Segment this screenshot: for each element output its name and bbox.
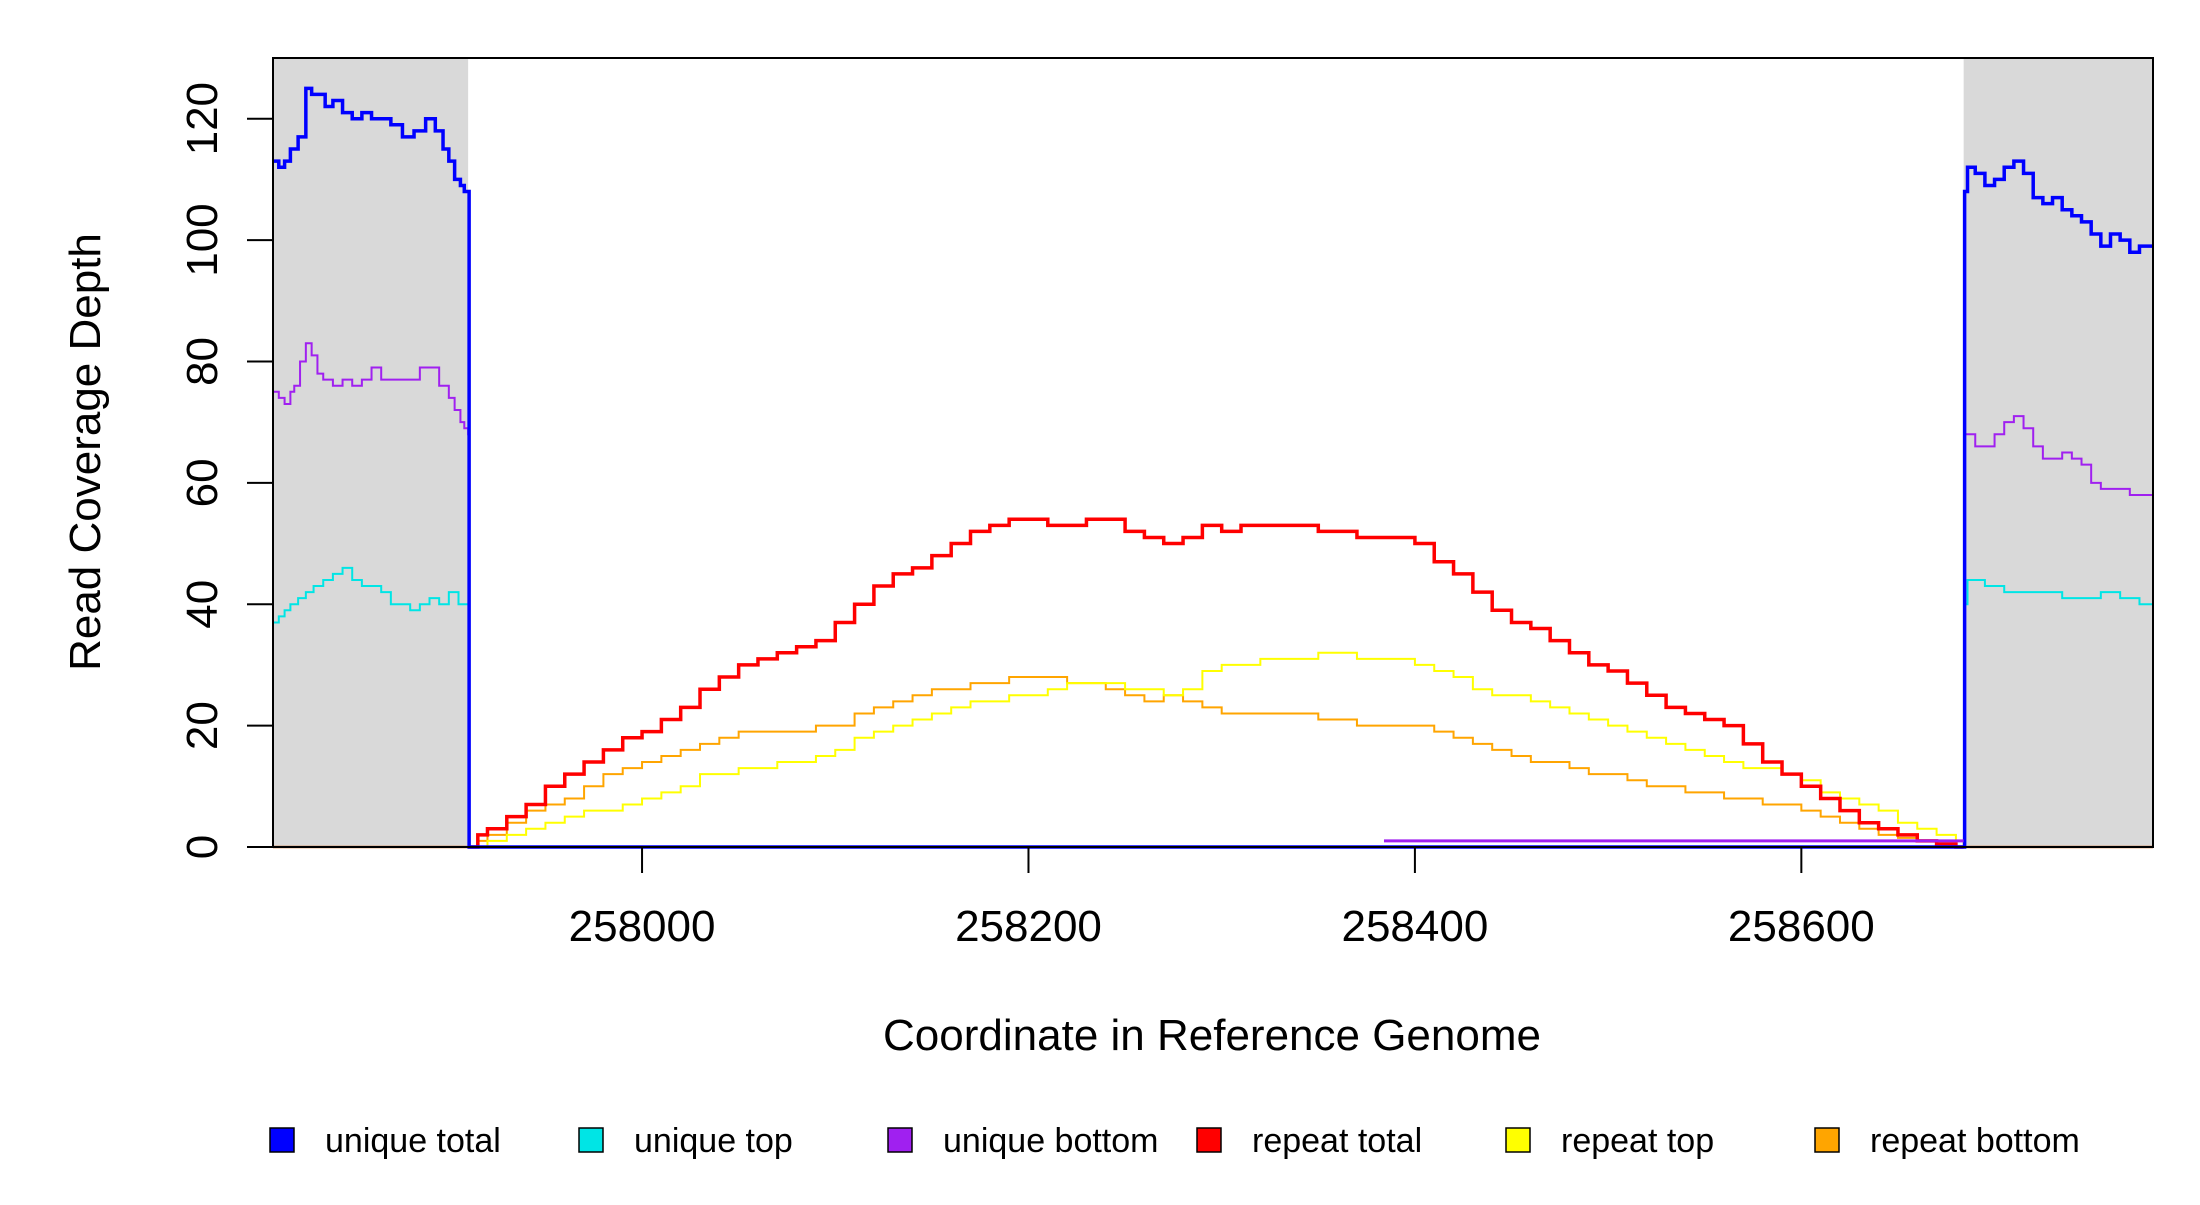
x-tick-label: 258200 [955, 902, 1102, 951]
y-tick-label: 60 [178, 458, 227, 507]
x-axis-label: Coordinate in Reference Genome [883, 1011, 1541, 1060]
legend-label: repeat top [1561, 1122, 1714, 1160]
series-unique-bottom [273, 343, 2153, 847]
series-unique-total [273, 88, 2153, 847]
legend-item-unique-top: unique top [579, 1122, 793, 1160]
legend-swatch [888, 1128, 912, 1152]
legend-swatch [1506, 1128, 1530, 1152]
plot-frame [273, 58, 2153, 847]
y-axis-label: Read Coverage Depth [61, 233, 110, 671]
series-lines [273, 88, 2153, 847]
legend-swatch [1815, 1128, 1839, 1152]
legend-item-repeat-total: repeat total [1197, 1122, 1422, 1160]
y-tick-label: 80 [178, 337, 227, 386]
legend-swatch [1197, 1128, 1221, 1152]
legend-item-repeat-top: repeat top [1506, 1122, 1714, 1160]
shaded-region-1 [273, 58, 468, 847]
legend-item-unique-total: unique total [270, 1122, 501, 1160]
x-tick-label: 258000 [569, 902, 716, 951]
y-tick-label: 120 [178, 82, 227, 155]
y-tick-label: 0 [178, 835, 227, 859]
x-tick-label: 258400 [1341, 902, 1488, 951]
legend: unique total unique top unique bottom repea… [270, 1122, 2080, 1160]
legend-item-repeat-bottom: repeat bottom [1815, 1122, 2080, 1160]
shaded-regions [273, 58, 2153, 847]
legend-swatch [270, 1128, 294, 1152]
shaded-region-2 [1964, 58, 2153, 847]
legend-label: unique total [325, 1122, 501, 1160]
y-tick-label: 20 [178, 701, 227, 750]
y-tick-label: 100 [178, 203, 227, 276]
x-tick-label: 258600 [1728, 902, 1875, 951]
legend-swatch [579, 1128, 603, 1152]
legend-label: repeat bottom [1870, 1122, 2080, 1160]
legend-label: repeat total [1252, 1122, 1422, 1160]
legend-label: unique top [634, 1122, 793, 1160]
y-tick-label: 40 [178, 580, 227, 629]
legend-label: unique bottom [943, 1122, 1159, 1160]
legend-item-unique-bottom: unique bottom [888, 1122, 1159, 1160]
